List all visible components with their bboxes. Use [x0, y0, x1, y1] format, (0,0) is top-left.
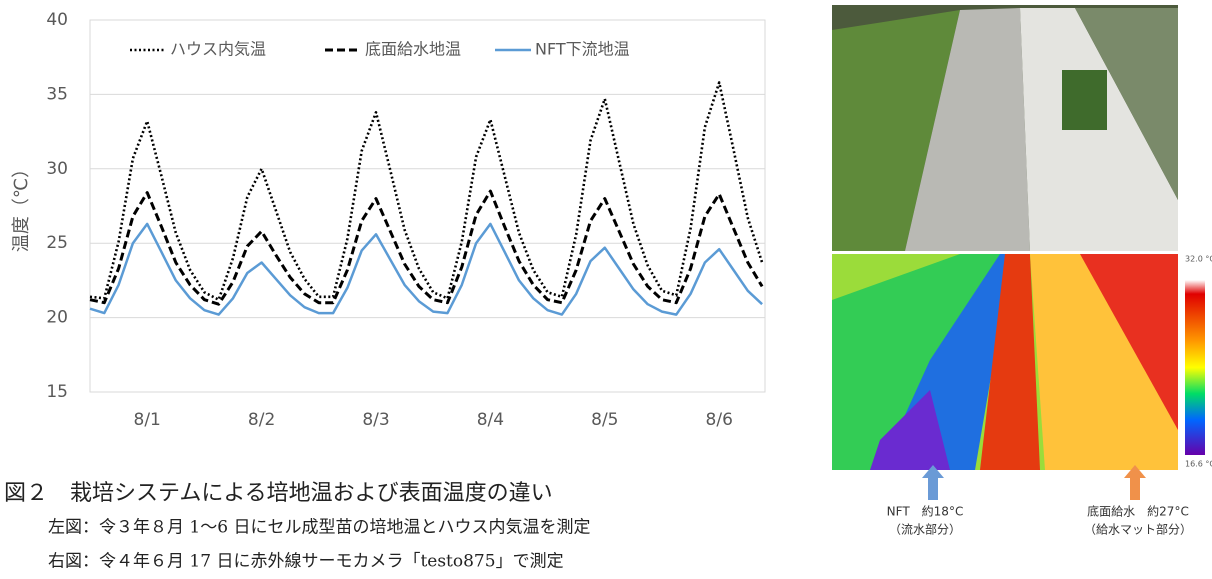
- y-tick-label: 25: [46, 233, 68, 253]
- y-tick-label: 15: [46, 382, 68, 402]
- x-tick-label: 8/2: [248, 410, 275, 430]
- thermal-label: （給水マット部分）: [1084, 522, 1192, 537]
- series-line: [89, 81, 764, 301]
- legend-label: 底面給水地温: [365, 40, 461, 59]
- x-tick-label: 8/6: [706, 410, 733, 430]
- x-tick-label: 8/3: [362, 410, 389, 430]
- plot-frame: [89, 19, 766, 393]
- y-tick-label: 40: [46, 10, 68, 30]
- series-line: [89, 222, 763, 316]
- colorbar-min: 16.6 °C: [1185, 460, 1212, 469]
- chart: 15 20 25 30 35 40 8/1 8/2 8/3 8/4 8/5 8/6 ハウス内気温 底面給水…: [46, 10, 765, 430]
- greenhouse-photo: [832, 5, 1178, 251]
- y-axis-label: 温度（℃）: [11, 160, 32, 252]
- series-line: [89, 189, 764, 306]
- caption-title: 図２ 栽培システムによる培地温および表面温度の違い: [4, 481, 553, 506]
- caption-line: 左図：令３年８月 1～6 日にセル成型苗の培地温とハウス内気温を測定: [48, 518, 590, 538]
- y-tick-label: 20: [46, 308, 68, 328]
- y-tick-label: 35: [46, 84, 68, 104]
- colorbar-max: 32.0 °C: [1185, 255, 1212, 264]
- legend-label: ハウス内気温: [170, 40, 266, 59]
- y-tick-label: 30: [46, 159, 68, 179]
- x-tick-label: 8/1: [134, 410, 161, 430]
- thermal-label: NFT 約18°C: [887, 504, 964, 519]
- thermal-label: 底面給水 約27°C: [1087, 504, 1189, 519]
- thermal-label: （流水部分）: [889, 522, 961, 537]
- legend-label: NFT下流地温: [535, 40, 630, 59]
- x-tick-label: 8/5: [591, 410, 618, 430]
- thermal-image: 32.0 °C 16.6 °C: [832, 254, 1212, 500]
- caption-line: 右図：令４年６月 17 日に赤外線サーモカメラ「testo875」で測定: [48, 552, 564, 572]
- x-tick-label: 8/4: [477, 410, 504, 430]
